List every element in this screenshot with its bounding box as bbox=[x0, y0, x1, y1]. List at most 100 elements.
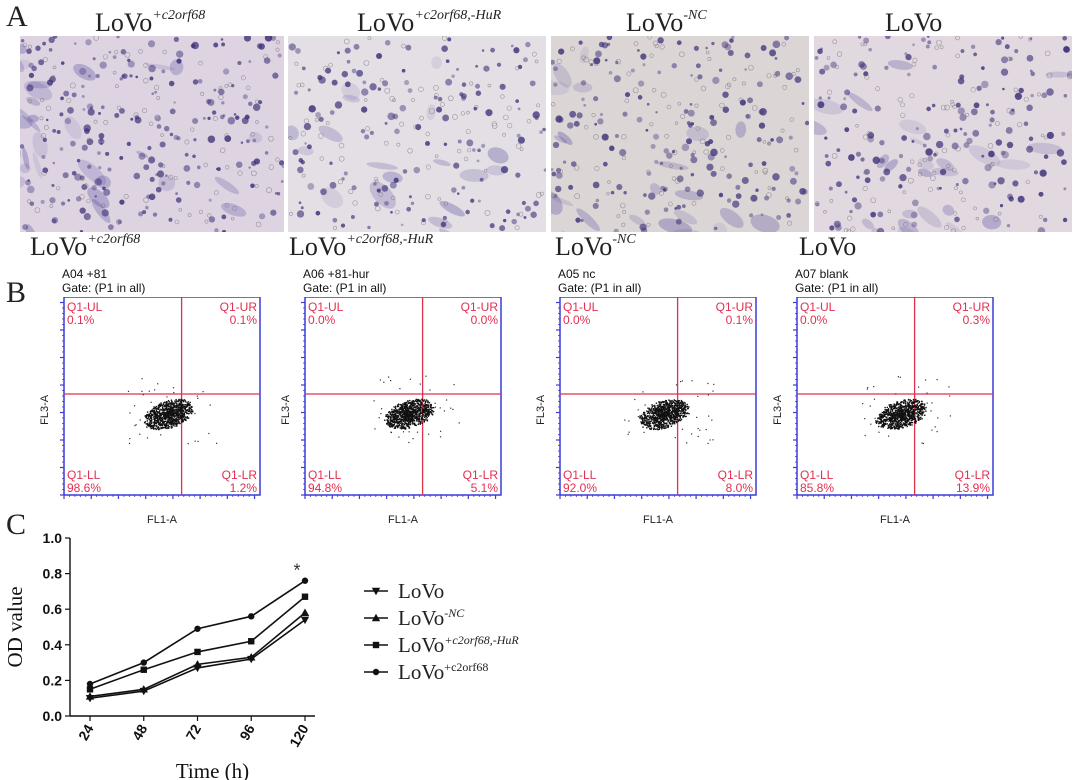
quadrant-ll-value: 92.0% bbox=[563, 481, 597, 495]
quadrant-ur-name: Q1-UR bbox=[953, 300, 991, 314]
x-tick-label: 120 bbox=[286, 721, 312, 749]
fc-xaxis-label: FL1-A bbox=[388, 514, 419, 526]
quadrant-ul-value: 0.0% bbox=[563, 313, 591, 327]
x-axis-title: Time (h) bbox=[176, 759, 249, 780]
data-point bbox=[139, 685, 148, 693]
data-point bbox=[300, 608, 310, 616]
data-point bbox=[85, 692, 95, 700]
quadrant-lr-value: 8.0% bbox=[726, 481, 754, 495]
panel-b-label-2: LoVo+c2orf68,-HuR bbox=[289, 232, 434, 261]
x-tick-label: 24 bbox=[75, 721, 97, 743]
quadrant-ur-value: 0.1% bbox=[230, 313, 258, 327]
data-point bbox=[194, 648, 201, 656]
data-point bbox=[193, 660, 202, 668]
data-point bbox=[140, 659, 147, 666]
panel-a-title-1: LoVo+c2orf68 bbox=[95, 8, 206, 37]
data-point bbox=[301, 577, 309, 584]
quadrant-ul-value: 0.1% bbox=[67, 313, 95, 327]
quadrant-ll-value: 94.8% bbox=[308, 481, 342, 495]
quadrant-ul-name: Q1-UL bbox=[67, 300, 103, 314]
quadrant-ll-name: Q1-LL bbox=[563, 468, 597, 482]
fc-yaxis-label: FL3-A bbox=[535, 394, 547, 425]
y-axis-title: OD value bbox=[3, 586, 27, 667]
fc-gate-label: Gate: (P1 in all) bbox=[795, 281, 879, 295]
quadrant-ll-name: Q1-LL bbox=[308, 468, 342, 482]
data-point bbox=[300, 616, 310, 625]
data-point bbox=[248, 613, 255, 620]
quadrant-lr-value: 5.1% bbox=[471, 481, 499, 495]
quadrant-lr-value: 13.9% bbox=[956, 481, 990, 495]
quadrant-ur-value: 0.3% bbox=[963, 313, 991, 327]
y-tick-label: 0.0 bbox=[43, 708, 63, 724]
y-tick-label: 0.6 bbox=[43, 601, 63, 617]
quadrant-ll-value: 85.8% bbox=[800, 481, 834, 495]
legend-swatch bbox=[364, 587, 388, 596]
panel-b-label-3: LoVo-NC bbox=[555, 232, 636, 261]
legend-swatch bbox=[364, 641, 388, 649]
fc-scatter-plot: Q1-UL0.1%Q1-UR0.1%Q1-LL98.6%Q1-LR1.2%FL1… bbox=[39, 297, 261, 526]
micrograph-nc bbox=[551, 36, 809, 232]
data-point bbox=[86, 680, 94, 688]
fc-yaxis-label: FL3-A bbox=[772, 394, 784, 425]
legend-label: LoVo+c2orf68 bbox=[398, 659, 489, 684]
fc-gate-label: Gate: (P1 in all) bbox=[303, 281, 387, 295]
quadrant-ll-name: Q1-LL bbox=[800, 468, 834, 482]
y-tick-label: 0.2 bbox=[43, 672, 63, 688]
fc-xaxis-label: FL1-A bbox=[880, 514, 911, 526]
quadrant-lr-name: Q1-LR bbox=[718, 468, 754, 482]
quadrant-ur-value: 0.1% bbox=[726, 313, 754, 327]
quadrant-lr-name: Q1-LR bbox=[222, 468, 258, 482]
quadrant-lr-name: Q1-LR bbox=[463, 468, 499, 482]
legend-label: LoVo-NC bbox=[398, 605, 465, 630]
panel-a-title-2: LoVo+c2orf68,-HuR bbox=[357, 8, 502, 37]
data-point bbox=[301, 593, 309, 600]
x-tick-label: 96 bbox=[236, 721, 258, 743]
data-point bbox=[247, 653, 256, 661]
quadrant-ul-name: Q1-UL bbox=[800, 300, 836, 314]
fc-scatter-plot: Q1-UL0.0%Q1-UR0.0%Q1-LL94.8%Q1-LR5.1%FL1… bbox=[280, 297, 502, 526]
quadrant-ul-name: Q1-UL bbox=[563, 300, 599, 314]
quadrant-ll-value: 98.6% bbox=[67, 481, 101, 495]
quadrant-ul-value: 0.0% bbox=[800, 313, 828, 327]
panel-a-title-4: LoVo bbox=[885, 8, 943, 37]
quadrant-ll-name: Q1-LL bbox=[67, 468, 101, 482]
x-tick-label: 72 bbox=[182, 721, 204, 743]
chart-legend: LoVo LoVo-NC LoVo+c2orf68,-HuR LoVo+c2orf68 bbox=[362, 578, 622, 688]
legend-swatch bbox=[364, 668, 388, 676]
legend-label: LoVo bbox=[398, 578, 445, 603]
fc-sample-name: A06 +81-hur bbox=[303, 267, 370, 281]
quadrant-ul-name: Q1-UL bbox=[308, 300, 344, 314]
panel-a-letter: A bbox=[6, 0, 28, 33]
quadrant-ur-name: Q1-UR bbox=[716, 300, 754, 314]
panel-b-letter: B bbox=[6, 276, 27, 309]
quadrant-lr-value: 1.2% bbox=[230, 481, 258, 495]
legend-item: LoVo+c2orf68,-HuR bbox=[362, 632, 519, 658]
legend-item: LoVo bbox=[362, 578, 444, 604]
fc-sample-name: A05 nc bbox=[558, 267, 596, 281]
fc-xaxis-label: FL1-A bbox=[643, 514, 674, 526]
micrograph-c2orf68 bbox=[20, 36, 284, 232]
quadrant-ur-value: 0.0% bbox=[471, 313, 499, 327]
panel-c-letter: C bbox=[6, 508, 27, 541]
fc-sample-name: A07 blank bbox=[795, 267, 849, 281]
data-point bbox=[248, 638, 255, 645]
panel-b-label-1: LoVo+c2orf68 bbox=[30, 232, 141, 261]
data-point bbox=[194, 625, 201, 632]
panel-a-title-3: LoVo-NC bbox=[626, 8, 707, 37]
y-tick-label: 0.4 bbox=[43, 637, 63, 653]
micrograph-c2orf68-hur bbox=[288, 36, 546, 232]
legend-item: LoVo+c2orf68 bbox=[362, 659, 488, 685]
x-tick-label: 48 bbox=[129, 721, 151, 743]
micrograph-lovo bbox=[814, 36, 1072, 232]
quadrant-lr-name: Q1-LR bbox=[955, 468, 991, 482]
quadrant-ul-value: 0.0% bbox=[308, 313, 336, 327]
panel-b-label-4: LoVo bbox=[799, 232, 857, 261]
legend-label: LoVo+c2orf68,-HuR bbox=[398, 632, 519, 657]
legend-swatch bbox=[364, 613, 388, 622]
legend-item: LoVo-NC bbox=[362, 605, 464, 631]
data-point bbox=[86, 686, 94, 693]
quadrant-ur-name: Q1-UR bbox=[220, 300, 258, 314]
fc-yaxis-label: FL3-A bbox=[280, 394, 292, 425]
